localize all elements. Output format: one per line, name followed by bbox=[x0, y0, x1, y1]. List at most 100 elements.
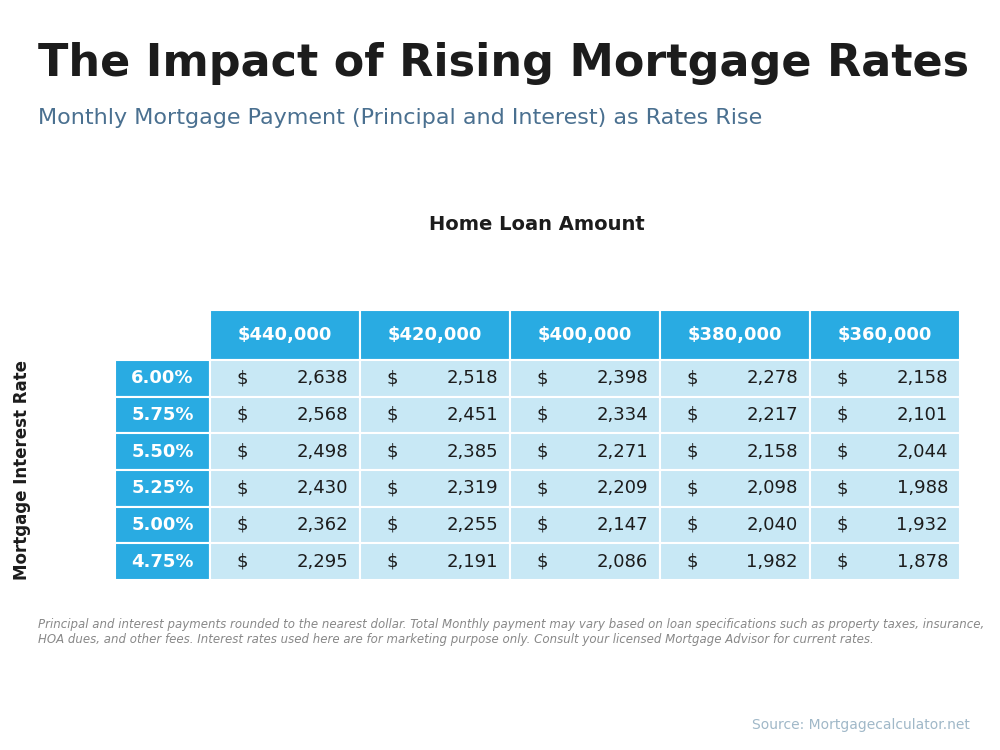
Text: 2,040: 2,040 bbox=[747, 516, 798, 534]
Bar bbox=[510, 470, 660, 507]
Text: $: $ bbox=[837, 516, 848, 534]
Text: 5.25%: 5.25% bbox=[131, 479, 194, 497]
Text: 2,430: 2,430 bbox=[296, 479, 348, 497]
Text: $: $ bbox=[237, 369, 248, 387]
Bar bbox=[810, 433, 960, 470]
Text: 1,988: 1,988 bbox=[897, 479, 948, 497]
Text: $: $ bbox=[837, 479, 848, 497]
Text: 2,086: 2,086 bbox=[597, 553, 648, 571]
Text: 2,101: 2,101 bbox=[897, 406, 948, 424]
Text: $: $ bbox=[387, 442, 398, 460]
Text: $: $ bbox=[837, 553, 848, 571]
Text: $: $ bbox=[387, 516, 398, 534]
Text: 4.75%: 4.75% bbox=[131, 553, 194, 571]
Bar bbox=[810, 470, 960, 507]
Text: 2,217: 2,217 bbox=[746, 406, 798, 424]
Text: 5.00%: 5.00% bbox=[131, 516, 194, 534]
Bar bbox=[115, 397, 210, 433]
Text: $: $ bbox=[387, 553, 398, 571]
Text: 2,319: 2,319 bbox=[446, 479, 498, 497]
Text: $: $ bbox=[537, 479, 548, 497]
Bar bbox=[210, 397, 360, 433]
Text: 2,044: 2,044 bbox=[896, 442, 948, 460]
Bar bbox=[360, 433, 510, 470]
Bar bbox=[115, 470, 210, 507]
Bar bbox=[660, 433, 810, 470]
Text: 2,638: 2,638 bbox=[296, 369, 348, 387]
Text: $: $ bbox=[837, 406, 848, 424]
Bar bbox=[810, 360, 960, 397]
Text: $: $ bbox=[687, 516, 698, 534]
Text: $420,000: $420,000 bbox=[388, 326, 482, 344]
Bar bbox=[360, 543, 510, 580]
Text: $: $ bbox=[537, 369, 548, 387]
Text: 2,147: 2,147 bbox=[596, 516, 648, 534]
Text: $380,000: $380,000 bbox=[688, 326, 782, 344]
Text: 2,158: 2,158 bbox=[896, 369, 948, 387]
Text: 2,385: 2,385 bbox=[446, 442, 498, 460]
Text: 2,098: 2,098 bbox=[747, 479, 798, 497]
Bar bbox=[115, 433, 210, 470]
Bar bbox=[660, 507, 810, 543]
Text: $: $ bbox=[537, 553, 548, 571]
Text: 1,982: 1,982 bbox=[746, 553, 798, 571]
Bar bbox=[360, 360, 510, 397]
Text: $: $ bbox=[387, 406, 398, 424]
Bar bbox=[810, 310, 960, 360]
Bar bbox=[810, 397, 960, 433]
Text: Monthly Mortgage Payment (Principal and Interest) as Rates Rise: Monthly Mortgage Payment (Principal and … bbox=[38, 108, 762, 128]
Text: 2,334: 2,334 bbox=[596, 406, 648, 424]
Text: $: $ bbox=[687, 442, 698, 460]
Text: 2,398: 2,398 bbox=[596, 369, 648, 387]
Bar bbox=[660, 543, 810, 580]
Bar bbox=[510, 360, 660, 397]
Bar bbox=[115, 507, 210, 543]
Text: $: $ bbox=[687, 479, 698, 497]
Bar bbox=[360, 397, 510, 433]
Text: 1,932: 1,932 bbox=[896, 516, 948, 534]
Text: 5.75%: 5.75% bbox=[131, 406, 194, 424]
Text: 5.50%: 5.50% bbox=[131, 442, 194, 460]
Bar bbox=[510, 310, 660, 360]
Text: $400,000: $400,000 bbox=[538, 326, 632, 344]
Bar bbox=[210, 507, 360, 543]
Text: 1,878: 1,878 bbox=[897, 553, 948, 571]
Text: Home Loan Amount: Home Loan Amount bbox=[429, 215, 645, 234]
Text: 2,451: 2,451 bbox=[446, 406, 498, 424]
Text: 2,158: 2,158 bbox=[746, 442, 798, 460]
Text: $: $ bbox=[237, 442, 248, 460]
Text: 2,191: 2,191 bbox=[446, 553, 498, 571]
Text: $: $ bbox=[837, 369, 848, 387]
Text: 2,278: 2,278 bbox=[746, 369, 798, 387]
Text: 2,271: 2,271 bbox=[596, 442, 648, 460]
Bar bbox=[360, 310, 510, 360]
Text: $: $ bbox=[237, 479, 248, 497]
Text: 6.00%: 6.00% bbox=[131, 369, 194, 387]
Text: Mortgage Interest Rate: Mortgage Interest Rate bbox=[13, 360, 31, 580]
Text: 2,255: 2,255 bbox=[446, 516, 498, 534]
Bar bbox=[510, 433, 660, 470]
Text: $: $ bbox=[687, 553, 698, 571]
Bar bbox=[360, 507, 510, 543]
Bar bbox=[660, 470, 810, 507]
Bar bbox=[510, 543, 660, 580]
Text: $: $ bbox=[387, 369, 398, 387]
Text: $: $ bbox=[237, 406, 248, 424]
Bar bbox=[115, 543, 210, 580]
Text: $440,000: $440,000 bbox=[238, 326, 332, 344]
Bar bbox=[115, 360, 210, 397]
Text: 2,518: 2,518 bbox=[446, 369, 498, 387]
Text: $: $ bbox=[537, 516, 548, 534]
Bar bbox=[810, 507, 960, 543]
Bar bbox=[210, 470, 360, 507]
Text: $: $ bbox=[237, 553, 248, 571]
Text: $360,000: $360,000 bbox=[838, 326, 932, 344]
Text: Principal and interest payments rounded to the nearest dollar. Total Monthly pay: Principal and interest payments rounded … bbox=[38, 618, 984, 646]
Bar bbox=[210, 433, 360, 470]
Text: $: $ bbox=[687, 406, 698, 424]
Bar bbox=[210, 360, 360, 397]
Bar bbox=[660, 397, 810, 433]
Bar bbox=[810, 543, 960, 580]
Bar bbox=[660, 360, 810, 397]
Bar bbox=[510, 507, 660, 543]
